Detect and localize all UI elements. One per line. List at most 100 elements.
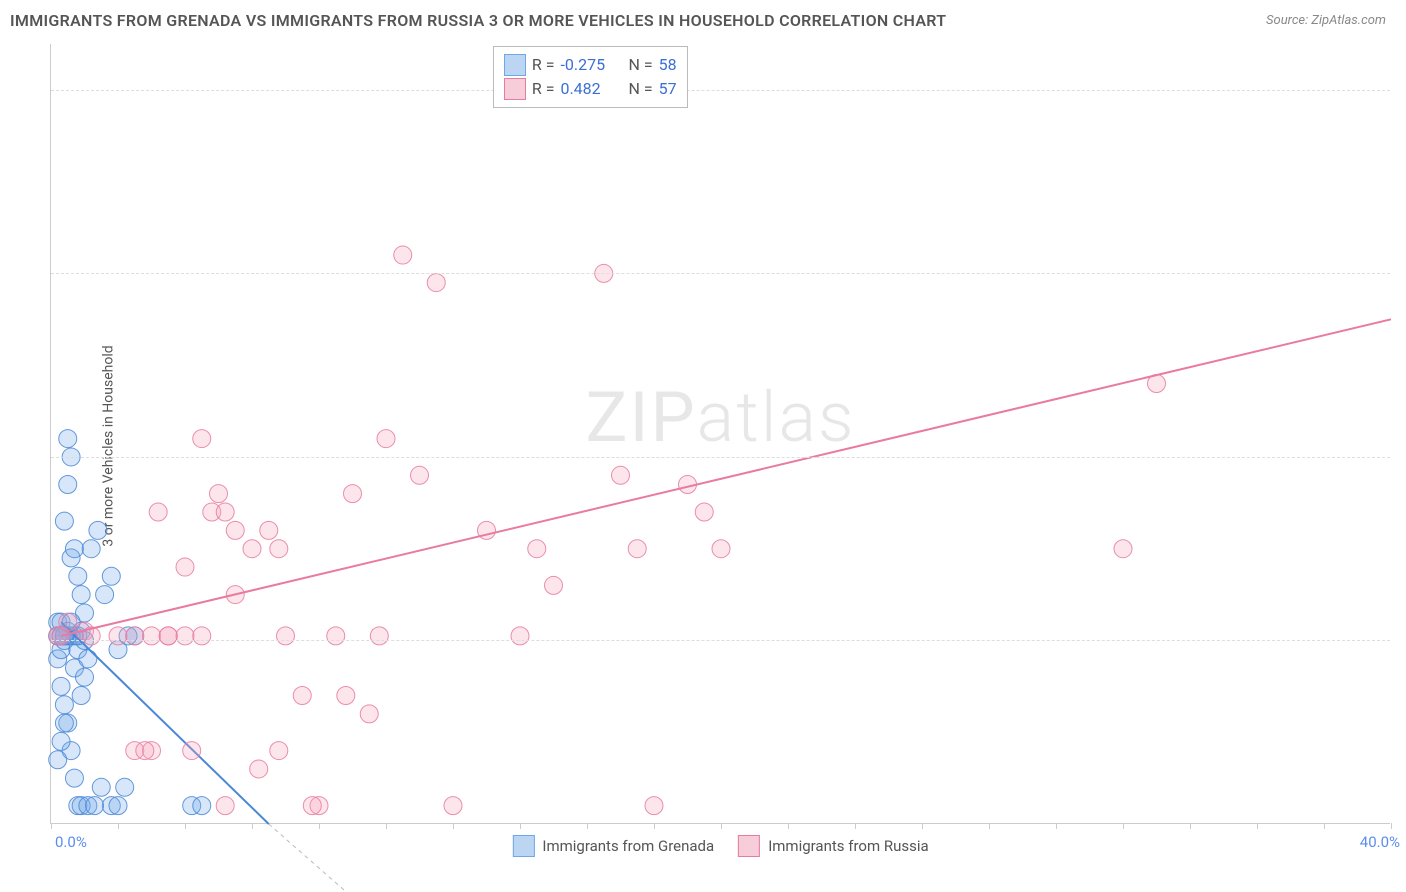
scatter-point-russia [136,742,154,760]
scatter-point-russia [59,613,77,631]
scatter-point-russia [270,742,288,760]
legend-swatch [738,835,760,857]
chart-header: IMMIGRANTS FROM GRENADA VS IMMIGRANTS FR… [0,0,1406,40]
scatter-point-grenada [109,797,127,815]
scatter-point-grenada [76,668,94,686]
scatter-point-russia [337,687,355,705]
y-tick-label: 60.0% [1395,264,1406,282]
correlation-legend: R =-0.275 N = 58 R =0.482 N = 57 [493,46,688,108]
scatter-point-russia [427,274,445,292]
scatter-point-grenada [92,778,110,796]
scatter-point-russia [511,627,529,645]
scatter-point-russia [612,466,630,484]
scatter-point-grenada [116,778,134,796]
legend-label: Immigrants from Grenada [542,837,714,855]
scatter-point-russia [377,430,395,448]
y-tick-label: 20.0% [1395,631,1406,649]
scatter-point-russia [176,558,194,576]
scatter-point-russia [360,705,378,723]
scatter-point-russia [176,627,194,645]
chart-title: IMMIGRANTS FROM GRENADA VS IMMIGRANTS FR… [10,11,946,30]
corr-N-value: 58 [659,53,677,77]
scatter-point-russia [216,503,234,521]
corr-R-label: R = [532,53,555,77]
scatter-point-russia [712,540,730,558]
scatter-point-russia [260,521,278,539]
scatter-point-russia [216,797,234,815]
scatter-point-grenada [59,430,77,448]
scatter-point-grenada [69,567,87,585]
x-tick-max: 40.0% [1360,833,1400,851]
x-tick [118,823,119,829]
scatter-point-russia [1114,540,1132,558]
scatter-svg [51,44,1390,823]
corr-swatch [504,78,526,100]
corr-row: R =0.482 N = 57 [504,77,677,101]
y-tick-label: 80.0% [1395,81,1406,99]
scatter-point-grenada [59,475,77,493]
x-tick [1190,823,1191,829]
scatter-point-russia [193,627,211,645]
x-tick [721,823,722,829]
x-tick [1324,823,1325,829]
scatter-point-grenada [72,687,90,705]
corr-R-value: 0.482 [560,77,618,101]
scatter-point-grenada [55,714,73,732]
scatter-point-grenada [65,540,83,558]
scatter-point-russia [344,485,362,503]
scatter-point-russia [528,540,546,558]
scatter-point-grenada [193,797,211,815]
x-tick [319,823,320,829]
x-tick [788,823,789,829]
scatter-point-russia [143,627,161,645]
scatter-point-grenada [96,586,114,604]
scatter-point-russia [109,627,127,645]
scatter-point-russia [243,540,261,558]
legend-swatch [512,835,534,857]
scatter-point-russia [303,797,321,815]
scatter-point-grenada [55,512,73,530]
scatter-point-russia [293,687,311,705]
scatter-point-russia [210,485,228,503]
corr-R-value: -0.275 [560,53,618,77]
trend-line-russia [61,319,1391,636]
scatter-point-russia [149,503,167,521]
x-tick [386,823,387,829]
scatter-point-russia [126,627,144,645]
x-tick [520,823,521,829]
gridline [51,457,1390,458]
x-tick [453,823,454,829]
corr-N-label: N = [624,77,652,101]
chart-source: Source: ZipAtlas.com [1266,13,1386,28]
gridline [51,273,1390,274]
corr-N-value: 57 [659,77,677,101]
scatter-point-russia [370,627,388,645]
scatter-point-russia [545,576,563,594]
plot-area: ZIPatlas R =-0.275 N =58R =0.482 N =57 0… [50,44,1390,824]
scatter-point-grenada [65,769,83,787]
scatter-point-russia [159,627,177,645]
scatter-point-grenada [82,540,100,558]
gridline [51,640,1390,641]
scatter-point-russia [394,246,412,264]
x-tick [252,823,253,829]
legend-label: Immigrants from Russia [768,837,928,855]
corr-R-label: R = [532,77,555,101]
corr-N-label: N = [624,53,652,77]
scatter-point-russia [411,466,429,484]
x-tick [1056,823,1057,829]
trend-line-grenada [61,622,269,824]
trend-dash-grenada [269,824,353,892]
scatter-point-grenada [79,650,97,668]
x-tick [1123,823,1124,829]
scatter-point-russia [250,760,268,778]
x-tick [185,823,186,829]
x-tick [855,823,856,829]
gridline [51,90,1390,91]
x-legend: Immigrants from Grenada Immigrants from R… [512,835,928,857]
scatter-point-grenada [86,797,104,815]
x-tick [1391,823,1392,829]
scatter-point-russia [183,742,201,760]
scatter-point-grenada [72,586,90,604]
scatter-point-grenada [55,696,73,714]
